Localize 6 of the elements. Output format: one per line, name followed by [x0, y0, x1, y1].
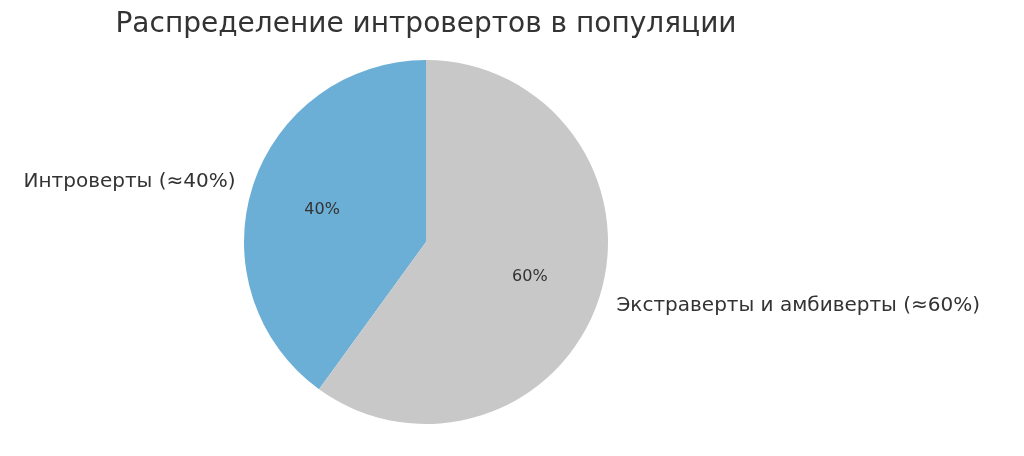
pie-slice — [244, 60, 426, 390]
data-label: 60% — [512, 266, 548, 286]
slice-label: Интроверты (≈40%) — [23, 168, 236, 193]
data-label: 40% — [304, 198, 340, 218]
slice-label: Экстраверты и амбиверты (≈60%) — [616, 291, 981, 316]
chart-title: Распределение интровертов в популяции — [115, 5, 737, 39]
